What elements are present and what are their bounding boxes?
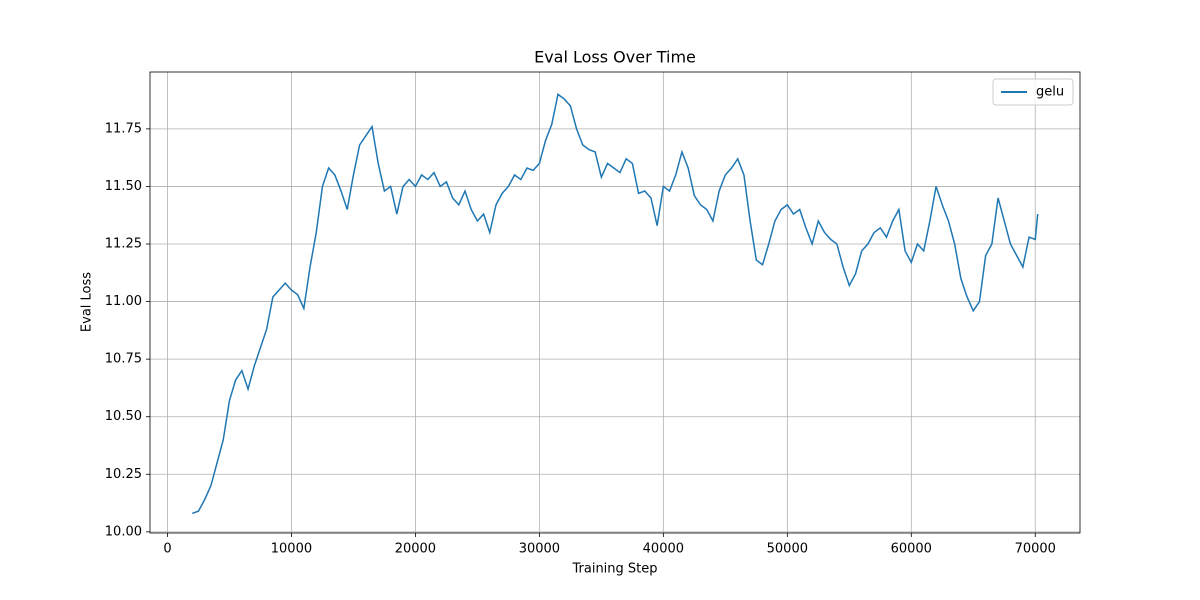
x-tick-label: 60000 — [891, 542, 932, 557]
x-tick-label: 20000 — [395, 542, 436, 557]
data-line — [192, 93, 1039, 515]
x-tick-label: 30000 — [519, 542, 560, 557]
y-axis-label: Eval Loss — [80, 272, 95, 332]
x-axis-label: Training Step — [571, 562, 657, 577]
y-tick-label: 11.25 — [105, 237, 142, 252]
x-tick-label: 40000 — [643, 542, 684, 557]
x-tick-label: 50000 — [767, 542, 808, 557]
x-tick-label: 10000 — [271, 542, 312, 557]
legend-box — [992, 78, 1074, 106]
x-tick-label: 70000 — [1015, 542, 1056, 557]
y-tick-label: 11.75 — [105, 121, 142, 136]
y-tick-label: 10.50 — [105, 409, 142, 424]
y-tick-label: 11.00 — [105, 294, 142, 309]
chart-title: Eval Loss Over Time — [534, 48, 696, 67]
y-tick-label: 11.50 — [105, 179, 142, 194]
legend-label: gelu — [1036, 85, 1064, 100]
y-tick-label: 10.00 — [105, 524, 142, 539]
x-tick-label: 0 — [163, 542, 171, 557]
y-tick-label: 10.75 — [105, 352, 142, 367]
y-tick-label: 10.25 — [105, 467, 142, 482]
plot-frame — [149, 71, 1081, 534]
